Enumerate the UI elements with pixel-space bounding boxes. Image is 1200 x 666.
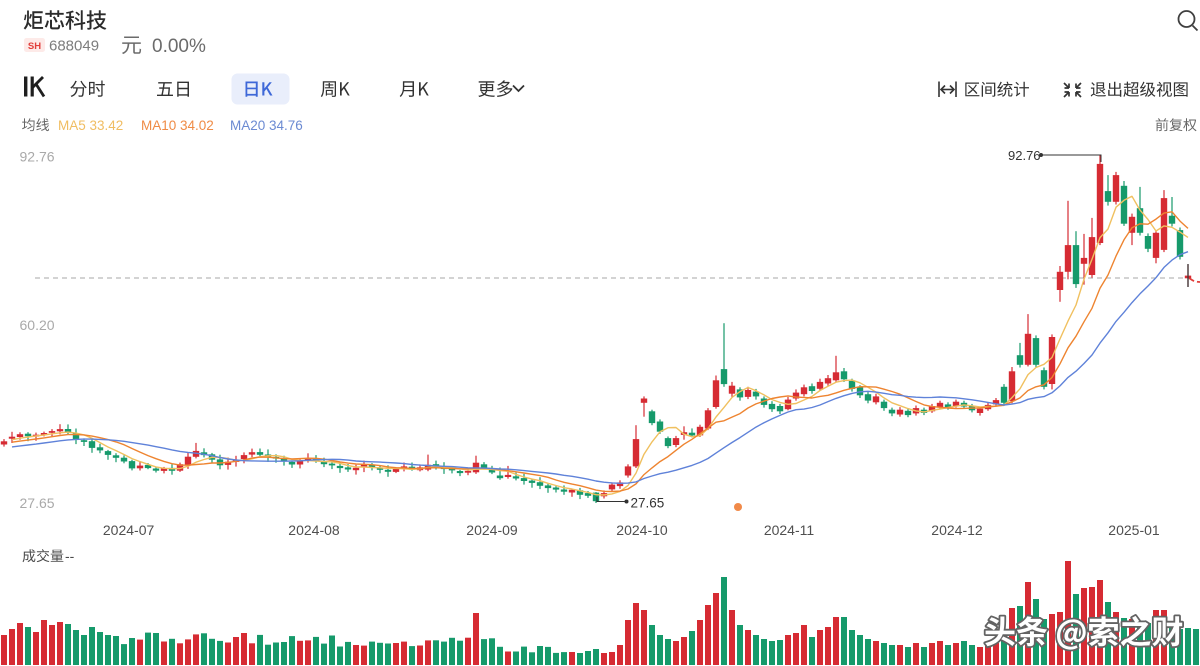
svg-text:2024-12: 2024-12 (931, 522, 983, 538)
svg-text:2024-11: 2024-11 (764, 522, 815, 538)
svg-text:2024-08: 2024-08 (288, 522, 340, 538)
svg-text:--: -- (65, 548, 75, 564)
svg-text:SH: SH (28, 41, 41, 52)
svg-text:2024-10: 2024-10 (616, 522, 668, 538)
svg-text:MA5 33.42: MA5 33.42 (58, 118, 123, 133)
svg-text:92.76: 92.76 (1008, 148, 1041, 163)
svg-text:MA20 34.76: MA20 34.76 (230, 118, 303, 133)
svg-text:27.65: 27.65 (631, 496, 665, 511)
svg-text:2024-07: 2024-07 (103, 522, 155, 538)
svg-text:0.00%: 0.00% (152, 36, 206, 57)
svg-text:MA10 34.02: MA10 34.02 (141, 118, 214, 133)
svg-text:2025-01: 2025-01 (1108, 522, 1160, 538)
svg-text:2024-09: 2024-09 (466, 522, 518, 538)
svg-text:60.20: 60.20 (20, 317, 55, 333)
svg-text:27.65: 27.65 (20, 495, 55, 511)
svg-text:688049: 688049 (49, 38, 99, 55)
svg-text:92.76: 92.76 (20, 149, 55, 165)
